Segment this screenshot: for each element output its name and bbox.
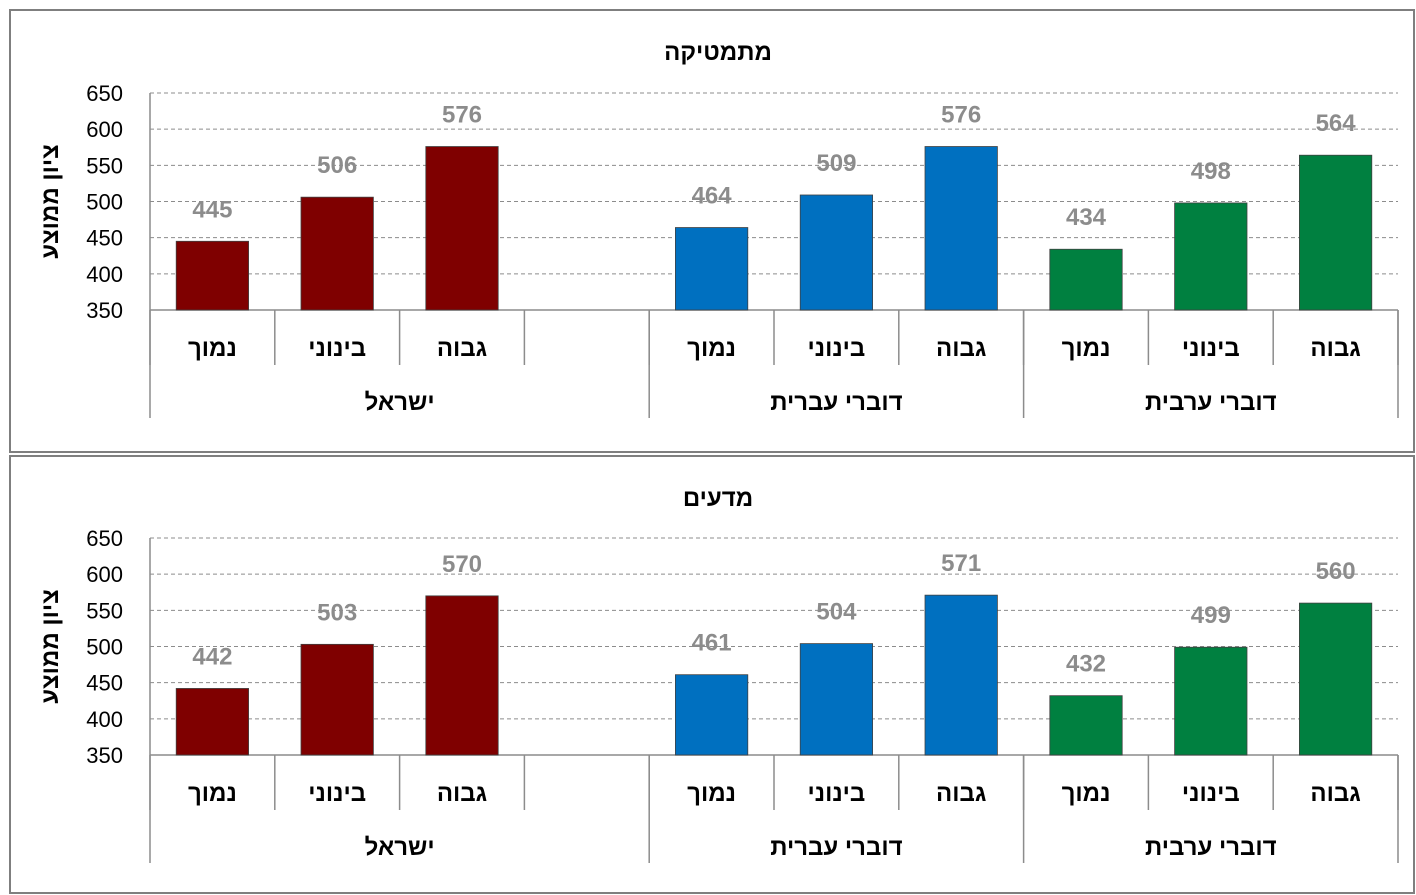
- y-tick-label: 650: [86, 526, 123, 551]
- y-tick-label: 600: [86, 562, 123, 587]
- bar: [675, 674, 749, 756]
- group-label: ישראל: [365, 834, 435, 861]
- data-label: 504: [816, 599, 857, 626]
- y-tick-label: 650: [86, 81, 123, 106]
- data-label: 576: [941, 102, 981, 129]
- data-label: 434: [1066, 204, 1107, 231]
- data-label: 506: [317, 152, 357, 179]
- group-label: דוברי עברית: [770, 834, 902, 861]
- category-label: בינוני: [308, 335, 366, 362]
- data-label: 464: [692, 183, 733, 210]
- group-label: דוברי ערבית: [1145, 389, 1277, 416]
- y-tick-label: 450: [86, 226, 123, 251]
- data-label: 445: [192, 196, 232, 223]
- bar: [924, 146, 998, 311]
- y-tick-label: 500: [86, 190, 123, 215]
- category-label: בינוני: [808, 780, 866, 807]
- category-label: נמוך: [1062, 335, 1111, 362]
- bar: [175, 688, 249, 756]
- math-chart: מתמטיקה ציון ממוצע 350 400 450 500 550 600 650 יש…: [9, 9, 1415, 453]
- bar: [1049, 248, 1123, 311]
- y-tick-label: 350: [86, 743, 123, 768]
- category-label: גבוה: [1310, 335, 1360, 362]
- y-tick-label: 550: [86, 598, 123, 623]
- data-label: 564: [1316, 110, 1357, 137]
- y-tick-label: 450: [86, 671, 123, 696]
- y-tick-label: 500: [86, 635, 123, 660]
- category-label: נמוך: [687, 335, 736, 362]
- data-label: 509: [816, 150, 856, 177]
- category-label: בינוני: [1182, 780, 1240, 807]
- bar: [675, 227, 749, 311]
- y-tick-label: 400: [86, 262, 123, 287]
- y-tick-label: 600: [86, 117, 123, 142]
- chart-title: מתמטיקה: [664, 39, 772, 66]
- y-tick-label: 350: [86, 298, 123, 323]
- y-tick-label: 400: [86, 707, 123, 732]
- category-label: גבוה: [437, 780, 487, 807]
- data-label: 560: [1316, 558, 1356, 585]
- science-chart: מדעים ציון ממוצע 350 400 450 500 550 600 650 ישרא…: [9, 455, 1415, 894]
- bar: [1299, 602, 1373, 756]
- category-label: בינוני: [808, 335, 866, 362]
- category-label: גבוה: [437, 335, 487, 362]
- bar: [1299, 154, 1373, 311]
- category-label: גבוה: [1310, 780, 1360, 807]
- data-label: 442: [192, 643, 232, 670]
- data-label: 570: [442, 551, 482, 578]
- data-label: 499: [1191, 602, 1231, 629]
- category-label: בינוני: [308, 780, 366, 807]
- y-axis-label: ציון ממוצע: [37, 144, 64, 259]
- category-label: נמוך: [188, 780, 237, 807]
- bar: [300, 643, 374, 756]
- bar: [799, 643, 873, 756]
- bar: [1049, 695, 1123, 756]
- category-label: גבוה: [936, 335, 986, 362]
- bar: [300, 196, 374, 311]
- category-label: גבוה: [936, 780, 986, 807]
- bar: [425, 146, 499, 311]
- data-label: 571: [941, 550, 981, 577]
- bar: [175, 240, 249, 311]
- data-label: 498: [1191, 158, 1231, 185]
- category-label: בינוני: [1182, 335, 1240, 362]
- y-axis-label: ציון ממוצע: [37, 589, 64, 704]
- bar: [425, 595, 499, 756]
- chart-title: מדעים: [683, 485, 753, 512]
- data-label: 576: [442, 102, 482, 129]
- y-tick-label: 550: [86, 153, 123, 178]
- data-label: 503: [317, 599, 357, 626]
- data-label: 461: [692, 630, 732, 657]
- group-label: דוברי עברית: [770, 389, 902, 416]
- group-label: ישראל: [365, 389, 435, 416]
- category-label: נמוך: [687, 780, 736, 807]
- bar: [1174, 202, 1248, 311]
- bar: [799, 194, 873, 311]
- category-label: נמוך: [188, 335, 237, 362]
- group-label: דוברי ערבית: [1145, 834, 1277, 861]
- bar: [924, 594, 998, 756]
- bar: [1174, 646, 1248, 756]
- data-label: 432: [1066, 651, 1106, 678]
- category-label: נמוך: [1062, 780, 1111, 807]
